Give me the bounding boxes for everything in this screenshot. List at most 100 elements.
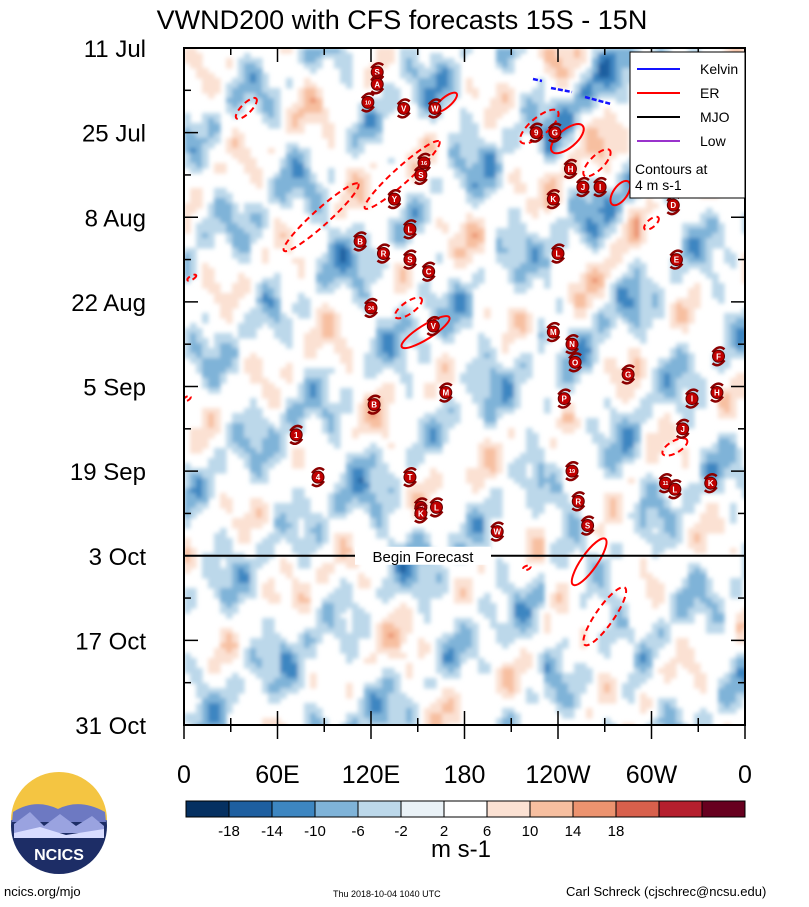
- colorbar-tick-label: -14: [261, 823, 283, 840]
- storm-marker: M: [438, 382, 453, 403]
- colorbar-tick-label: -6: [351, 823, 364, 840]
- x-tick-label: 0: [738, 761, 752, 789]
- storm-marker: V: [396, 98, 411, 119]
- legend: Kelvin ER MJO Low Contours at4 m s-1: [629, 51, 746, 199]
- storm-marker: O: [568, 352, 583, 373]
- forecast-label: Begin Forecast: [373, 549, 475, 566]
- x-axis: 0 60E 120E 180 120W 60W 0: [177, 48, 752, 789]
- storm-marker: B: [353, 231, 368, 252]
- colorbar-swatch: [529, 800, 574, 818]
- legend-entry: Low: [700, 133, 727, 149]
- storm-marker: S: [580, 515, 595, 536]
- storm-marker: N: [565, 334, 580, 355]
- colorbar-swatch: [357, 800, 402, 818]
- storm-marker: 19: [565, 460, 580, 482]
- storm-marker: Y: [387, 188, 402, 210]
- storm-marker: G: [621, 364, 636, 385]
- chart-title: VWND200 with CFS forecasts 15S - 15N: [157, 5, 648, 35]
- colorbar-swatch: [228, 800, 273, 818]
- colorbar-swatch: [271, 800, 316, 818]
- colorbar-swatch: [572, 800, 617, 818]
- y-tick-label: 22 Aug: [71, 290, 146, 317]
- storm-marker: A: [370, 74, 385, 95]
- storm-marker: C: [421, 261, 436, 282]
- storm-marker: J: [575, 176, 590, 198]
- colorbar-tick-label: 6: [483, 823, 491, 840]
- x-tick-label: 120E: [342, 761, 400, 789]
- footer-timestamp: Thu 2018-10-04 1040 UTC: [333, 889, 441, 899]
- storm-marker: S: [413, 164, 428, 186]
- storm-marker: B: [367, 394, 382, 415]
- legend-entry: ER: [700, 85, 719, 101]
- colorbar-swatch: [486, 800, 531, 818]
- storm-marker: L: [402, 219, 417, 240]
- y-tick-label: 11 Jul: [84, 36, 146, 63]
- legend-note: 4 m s-1: [635, 177, 682, 193]
- colorbar-swatch: [615, 800, 660, 818]
- storm-marker: W: [427, 98, 442, 119]
- colorbar-tick-label: -18: [218, 823, 240, 840]
- colorbar-tick-label: 18: [608, 823, 625, 840]
- colorbar-tick-label: 10: [522, 823, 539, 840]
- storm-marker: J: [675, 418, 690, 439]
- x-tick-label: 120W: [525, 761, 591, 789]
- colorbar-swatch: [443, 800, 488, 818]
- y-tick-label: 19 Sep: [70, 459, 146, 486]
- colorbar-swatch: [701, 800, 746, 818]
- storm-marker: E: [669, 249, 684, 270]
- y-tick-label: 3 Oct: [89, 544, 147, 571]
- storm-marker: V: [426, 315, 441, 337]
- footer-url[interactable]: ncics.org/mjo: [4, 884, 81, 899]
- colorbar-swatch: [400, 800, 445, 818]
- colorbar-tick-label: -2: [394, 823, 407, 840]
- x-tick-label: 180: [444, 761, 486, 789]
- x-tick-label: 60W: [626, 761, 678, 789]
- storm-marker: K: [703, 473, 718, 494]
- y-tick-label: 17 Oct: [75, 628, 146, 655]
- storm-marker: 1: [289, 424, 304, 446]
- colorbar-tick-label: -10: [304, 823, 326, 840]
- colorbar-units: m s-1: [431, 836, 491, 863]
- storm-marker: K: [413, 503, 428, 524]
- logo-text: NCICS: [34, 847, 84, 864]
- forecast-line-group: Begin Forecast: [184, 546, 745, 566]
- x-tick-label: 60E: [255, 761, 299, 789]
- y-tick-label: 5 Sep: [83, 375, 146, 402]
- colorbar-swatch: [314, 800, 359, 818]
- storm-marker: R: [376, 243, 391, 264]
- storm-marker: H: [563, 158, 578, 180]
- wave-contours: [184, 77, 689, 647]
- storm-marker: I: [685, 388, 700, 409]
- y-tick-label: 8 Aug: [85, 205, 146, 232]
- storm-marker: W: [490, 521, 505, 542]
- colorbar-swatch: [658, 800, 703, 818]
- colorbar-tick-label: 2: [440, 823, 448, 840]
- x-tick-label: 0: [177, 761, 191, 789]
- storm-marker: 9: [529, 122, 544, 143]
- storm-marker: 10: [360, 92, 375, 113]
- colorbar: -18 -14 -10 -6 -2 2 6 10 14 18: [185, 800, 746, 840]
- colorbar-swatch: [185, 800, 230, 818]
- storm-marker: F: [711, 346, 726, 367]
- storm-marker: R: [571, 491, 586, 512]
- storm-marker: I: [593, 176, 608, 198]
- storm-marker: L: [551, 243, 565, 264]
- storm-marker: 24: [364, 297, 378, 319]
- storm-marker: K: [546, 188, 561, 210]
- legend-entry: MJO: [700, 109, 730, 125]
- y-tick-label: 31 Oct: [75, 713, 146, 740]
- y-tick-label: 25 Jul: [82, 121, 146, 148]
- storm-marker: L: [429, 497, 444, 518]
- colorbar-tick-label: 14: [565, 823, 582, 840]
- storm-marker: P: [557, 388, 572, 409]
- ncics-logo: NCICS: [11, 772, 107, 874]
- storm-marker: G: [547, 122, 562, 143]
- storm-marker: H: [709, 382, 724, 403]
- storm-marker: 4: [311, 467, 326, 488]
- storm-marker: L: [667, 479, 682, 500]
- legend-note: Contours at: [635, 161, 707, 177]
- storm-marker: S: [402, 249, 417, 270]
- storm-marker: M: [546, 321, 561, 343]
